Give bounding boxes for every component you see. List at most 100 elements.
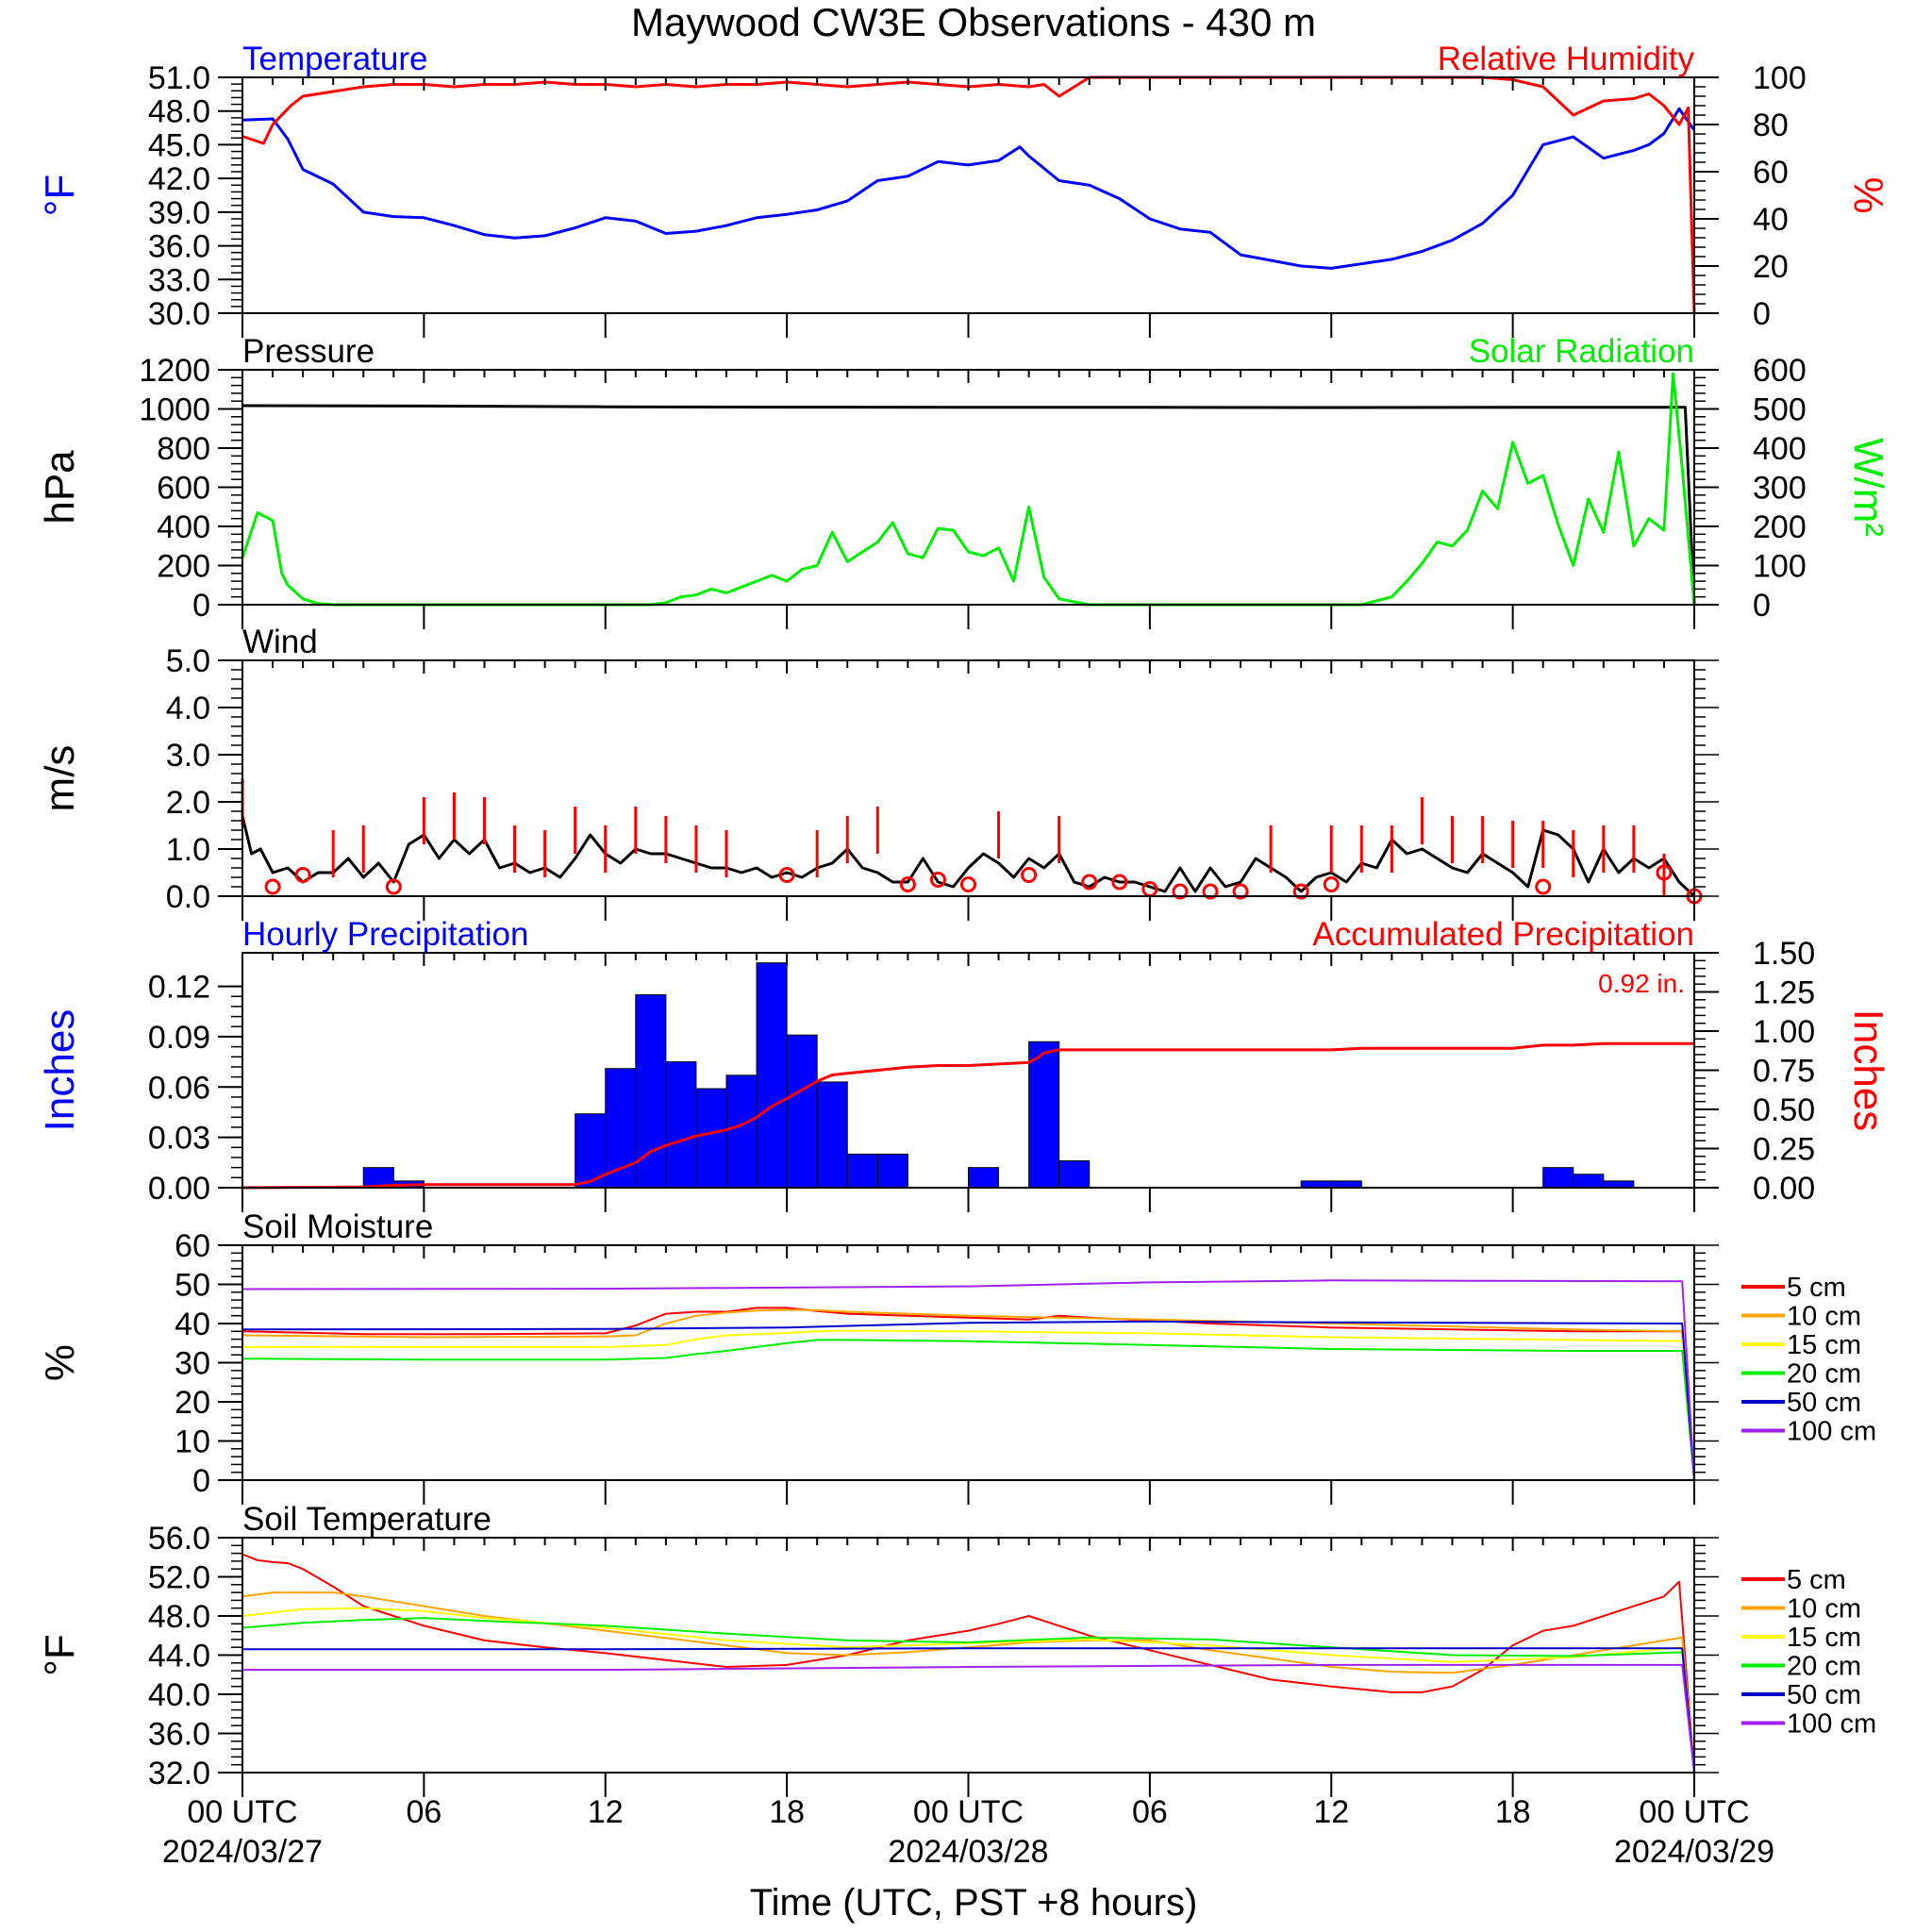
y-tick-label-left: 0 [192,588,210,624]
panel-title-right: Solar Radiation [1469,333,1694,370]
series-line-5-cm [242,1307,1695,1481]
series-line-wind-speed [241,815,1696,898]
y-tick-label-left: 0.12 [148,970,210,1006]
precip-bar [1058,1160,1091,1189]
y-tick-label-left: 36.0 [148,229,210,265]
series-line-20-cm [242,1617,1695,1774]
precip-bar [968,1167,1000,1189]
panel-frame [242,952,1695,1189]
legend-label: 10 cm [1787,1594,1861,1624]
y-tick-label-left: 2.0 [166,785,210,821]
panel-title-left: Soil Temperature [242,1501,491,1538]
y-tick-label-left: 200 [157,549,210,585]
precip-bar [1573,1174,1605,1189]
y-tick-label-left: 30 [175,1346,210,1382]
wind-direction-marker [1111,874,1128,891]
y-tick-label-left: 48.0 [148,1599,210,1635]
legend-label: 50 cm [1787,1680,1861,1710]
wind-direction-marker [1323,876,1340,892]
wind-direction-marker [1081,874,1098,891]
wind-direction-marker [960,876,976,892]
wind-direction-marker [1172,883,1189,900]
legend-label: 10 cm [1787,1302,1861,1332]
x-tick-label: 12 [588,1794,624,1830]
x-tick-label: 18 [769,1794,805,1830]
y-tick-label-left: 800 [157,431,210,467]
figure-title: Maywood CW3E Observations - 430 m [631,0,1316,44]
y-tick-label-left: 42.0 [148,161,210,197]
panel-0: 51.048.045.042.039.036.033.030.0 100 80 60 4… [37,41,1891,338]
x-tick-label: 06 [406,1794,441,1830]
precip-bar [665,1061,697,1189]
x-tick-label: 12 [1313,1794,1349,1830]
precip-bar [725,1074,758,1189]
precip-bar [876,1153,908,1189]
x-axis-label: Time (UTC, PST +8 hours) [750,1882,1198,1924]
y-tick-label-right: 20 [1753,249,1789,285]
y-tick-label-left: 0.0 [166,879,210,915]
precip-bar [1330,1180,1362,1189]
precip-bar [846,1153,878,1189]
x-axis: 00 UTC 2024/03/27 06 12 18 00 UTC 2024/03/28 06… [162,1794,1774,1870]
legend-label: 15 cm [1787,1330,1861,1360]
wind-direction-marker [929,872,946,888]
panel-title-left: Temperature [242,41,427,77]
legend-label: 5 cm [1787,1273,1846,1303]
precip-bar [786,1034,818,1189]
x-tick-label: 18 [1495,1794,1531,1830]
y-tick-label-right: 0 [1753,588,1771,624]
y-tick-label-left: 0.03 [148,1121,210,1157]
precip-bar [1300,1180,1332,1189]
wind-direction-marker [778,867,795,883]
legend-label: 20 cm [1787,1359,1861,1390]
y-tick-label-right: 0.50 [1753,1092,1815,1128]
series-line-pressure [242,404,1696,606]
precip-bar [1542,1167,1574,1189]
wind-direction-marker [294,867,311,883]
precip-bar [756,962,788,1189]
x-tick-date-label: 2024/03/29 [1614,1834,1774,1870]
series-line-5-cm [242,1553,1695,1774]
series-line-accumulated-precipitation [242,1041,1694,1190]
wind-direction-marker [1202,883,1219,900]
legend-label: 5 cm [1787,1565,1846,1595]
series-line-15-cm [242,1607,1695,1774]
y-tick-label-left: 44.0 [148,1639,210,1674]
x-tick-date-label: 2024/03/27 [162,1834,323,1870]
y-tick-label-right: 0.00 [1753,1171,1815,1207]
y-tick-label-left: 0.06 [148,1070,210,1106]
legend-label: 15 cm [1787,1623,1861,1653]
y-tick-label-right: 100 [1753,549,1807,585]
wind-direction-marker [1656,864,1673,881]
y-axis-label-left: % [37,1344,83,1381]
y-axis-label-right: Inches [1845,1009,1891,1132]
y-tick-label-left: 1.0 [166,832,210,868]
legend-label: 100 cm [1787,1709,1876,1740]
y-tick-label-right: 500 [1753,392,1807,428]
wind-direction-marker [385,878,402,895]
panel-3: 0.12 0.09 0.06 0.03 0.00 1.501.251.00 0.750.50… [37,916,1891,1212]
y-tick-label-left: 4.0 [166,691,210,726]
panels: 51.048.045.042.039.036.033.030.010080604… [37,41,1891,1797]
panel-title-left: Wind [242,624,318,660]
y-tick-label-left: 40.0 [148,1677,210,1713]
y-tick-label-left: 32.0 [148,1756,210,1791]
y-tick-label-left: 20 [175,1385,210,1421]
legend-label: 100 cm [1787,1417,1876,1447]
y-axis-label-left: hPa [37,450,83,525]
y-tick-label-left: 30.0 [148,296,210,332]
y-tick-label-left: 39.0 [148,195,210,231]
panel-5: 56.052.048.0 44.040.0 36.032.0 Soil Tempera… [37,1501,1876,1797]
y-tick-label-left: 0.09 [148,1020,210,1056]
x-tick-label: 00 UTC [187,1794,297,1830]
precip-bar [1603,1180,1635,1189]
y-tick-label-left: 0.00 [148,1171,210,1207]
y-tick-label-left: 1000 [139,392,210,428]
y-tick-label-left: 40 [175,1307,210,1342]
y-tick-label-right: 0.25 [1753,1132,1815,1168]
wind-direction-marker [1232,883,1249,900]
y-axis-label-right: % [1845,176,1891,213]
panel-title-right: Accumulated Precipitation [1312,916,1694,953]
